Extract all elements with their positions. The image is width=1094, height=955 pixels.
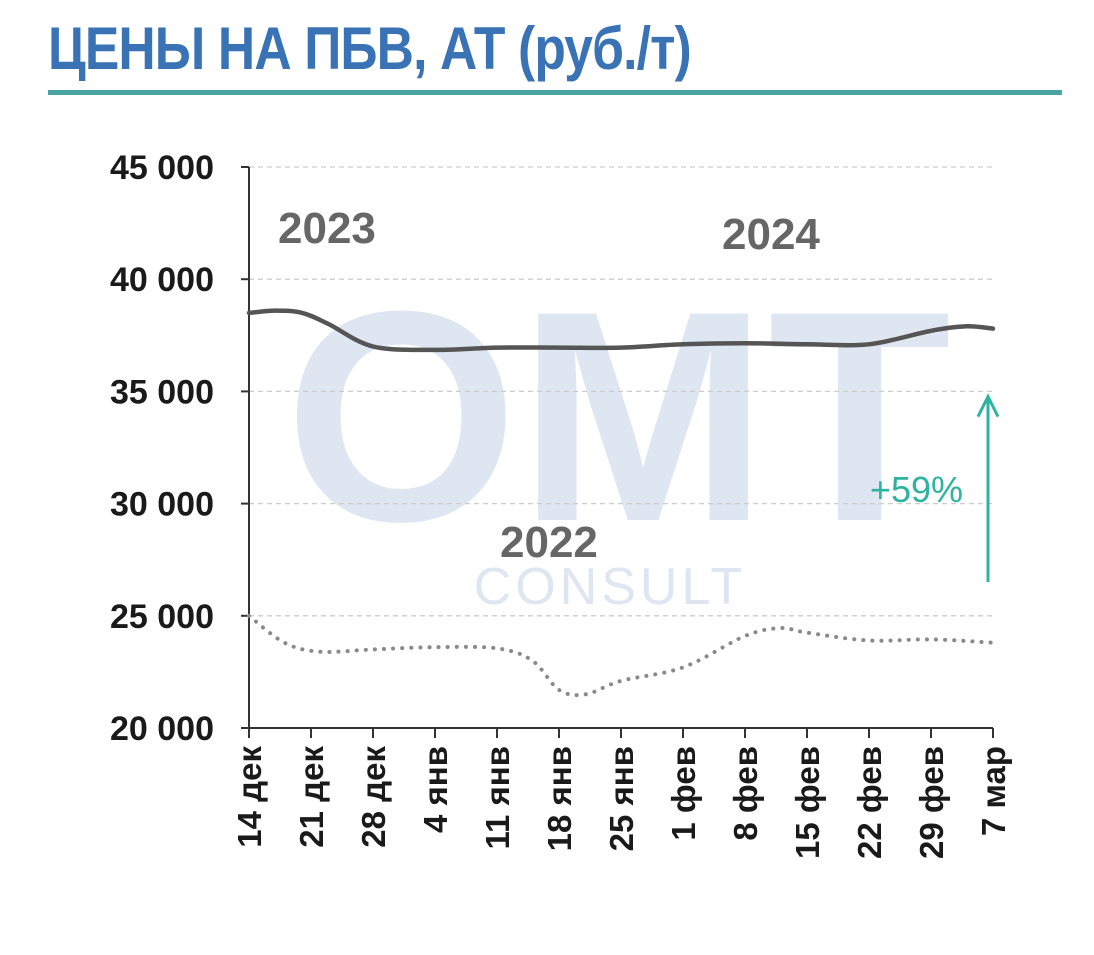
- x-tick-label: 11 янв: [479, 746, 516, 850]
- y-axis-ticks: 20 000 25 000 30 000 35 000 40 000 45 000: [110, 149, 249, 748]
- growth-annotation: +59%: [870, 393, 1000, 583]
- x-tick-label: 4 янв: [417, 746, 454, 833]
- page-title: ЦЕНЫ НА ПБВ, АТ (руб./т): [48, 15, 692, 82]
- x-tick-label: 18 янв: [541, 746, 578, 851]
- x-tick-label: 15 фев: [789, 746, 826, 859]
- watermark: OMT CONSULT: [285, 248, 952, 616]
- series-line-2023-2024: [246, 308, 996, 353]
- y-tick-label: 30 000: [110, 486, 214, 524]
- growth-arrow-head: [976, 393, 1000, 418]
- x-axis-ticks: 14 дек 21 дек 28 дек 4 янв 11 янв 18 янв 25 ян…: [231, 728, 1012, 859]
- x-tick-label: 14 дек: [231, 746, 268, 848]
- growth-percent-label: +59%: [870, 469, 963, 510]
- x-tick-label: 25 янв: [603, 746, 640, 851]
- x-tick-label: 7 мар: [975, 746, 1012, 836]
- x-tick-label: 22 фев: [851, 746, 888, 859]
- watermark-logo: OMT: [285, 248, 952, 584]
- series-label-2022: 2022: [500, 518, 598, 567]
- x-tick-label: 21 дек: [293, 746, 330, 848]
- series-line-2022: [247, 613, 995, 698]
- series-label-2023: 2023: [278, 204, 376, 253]
- series-label-2024: 2024: [722, 210, 820, 259]
- y-tick-label: 40 000: [110, 261, 214, 299]
- title-underline: [48, 90, 1062, 95]
- x-tick-label: 8 фев: [727, 746, 764, 841]
- y-tick-label: 45 000: [110, 149, 214, 187]
- watermark-subtitle: CONSULT: [474, 558, 747, 616]
- y-tick-label: 20 000: [110, 710, 214, 748]
- x-tick-label: 28 дек: [355, 746, 392, 848]
- y-tick-label: 25 000: [110, 598, 214, 636]
- x-tick-label: 1 фев: [665, 746, 702, 841]
- y-tick-label: 35 000: [110, 373, 214, 411]
- x-tick-label: 29 фев: [913, 746, 950, 859]
- series-group: [246, 308, 996, 698]
- grid: [249, 166, 993, 617]
